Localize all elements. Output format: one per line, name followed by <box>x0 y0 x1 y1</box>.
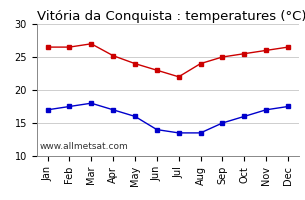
Text: Vitória da Conquista : temperatures (°C): Vitória da Conquista : temperatures (°C) <box>37 10 305 23</box>
Text: www.allmetsat.com: www.allmetsat.com <box>39 142 128 151</box>
